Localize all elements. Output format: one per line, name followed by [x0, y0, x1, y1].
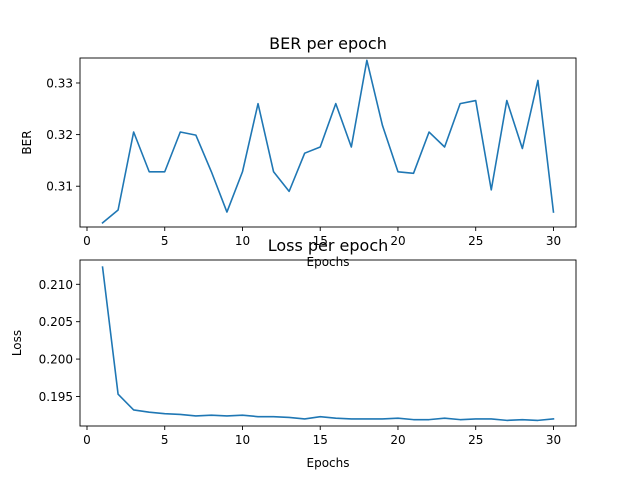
loss-x-tick-label: 15	[313, 433, 328, 447]
loss-x-tick-label: 0	[83, 433, 91, 447]
ber-subplot: BER per epoch Epochs BER 0 5 10 15 20 25 30 0.3…	[20, 34, 577, 269]
loss-subplot: Loss per epoch Epochs Loss 0 5 10 15 20 25 30 0…	[10, 236, 577, 470]
loss-x-tick-label: 20	[390, 433, 405, 447]
loss-y-tick-label: 0.210	[39, 278, 73, 292]
ber-x-tick-label: 0	[83, 234, 91, 248]
loss-y-axis-label: Loss	[10, 330, 24, 356]
loss-y-tick-label: 0.195	[39, 390, 73, 404]
ber-x-tick-label: 15	[313, 234, 328, 248]
loss-y-tick-label: 0.200	[39, 353, 73, 367]
loss-x-tick-label: 5	[161, 433, 169, 447]
ber-y-axis-label: BER	[20, 130, 34, 154]
ber-x-tick-label: 5	[161, 234, 169, 248]
loss-y-tick-label: 0.205	[39, 315, 73, 329]
ber-plot-frame	[79, 57, 577, 228]
ber-x-axis-label: Epochs	[307, 255, 350, 269]
ber-x-tick-label: 25	[468, 234, 483, 248]
loss-x-tick-label: 30	[546, 433, 561, 447]
loss-x-tick-label: 25	[468, 433, 483, 447]
ber-x-tick-label: 10	[235, 234, 250, 248]
loss-series-line	[101, 266, 555, 422]
ber-x-tick-label: 30	[546, 234, 561, 248]
ber-chart-title: BER per epoch	[269, 34, 387, 53]
loss-plot-frame	[79, 259, 577, 427]
loss-x-tick-label: 10	[235, 433, 250, 447]
ber-series-line	[101, 59, 555, 224]
ber-y-tick-label: 0.33	[46, 76, 73, 90]
ber-y-tick-label: 0.32	[46, 128, 73, 142]
loss-x-axis-label: Epochs	[307, 456, 350, 470]
loss-chart-title: Loss per epoch	[268, 236, 389, 255]
ber-x-tick-label: 20	[390, 234, 405, 248]
ber-y-tick-label: 0.31	[46, 180, 73, 194]
